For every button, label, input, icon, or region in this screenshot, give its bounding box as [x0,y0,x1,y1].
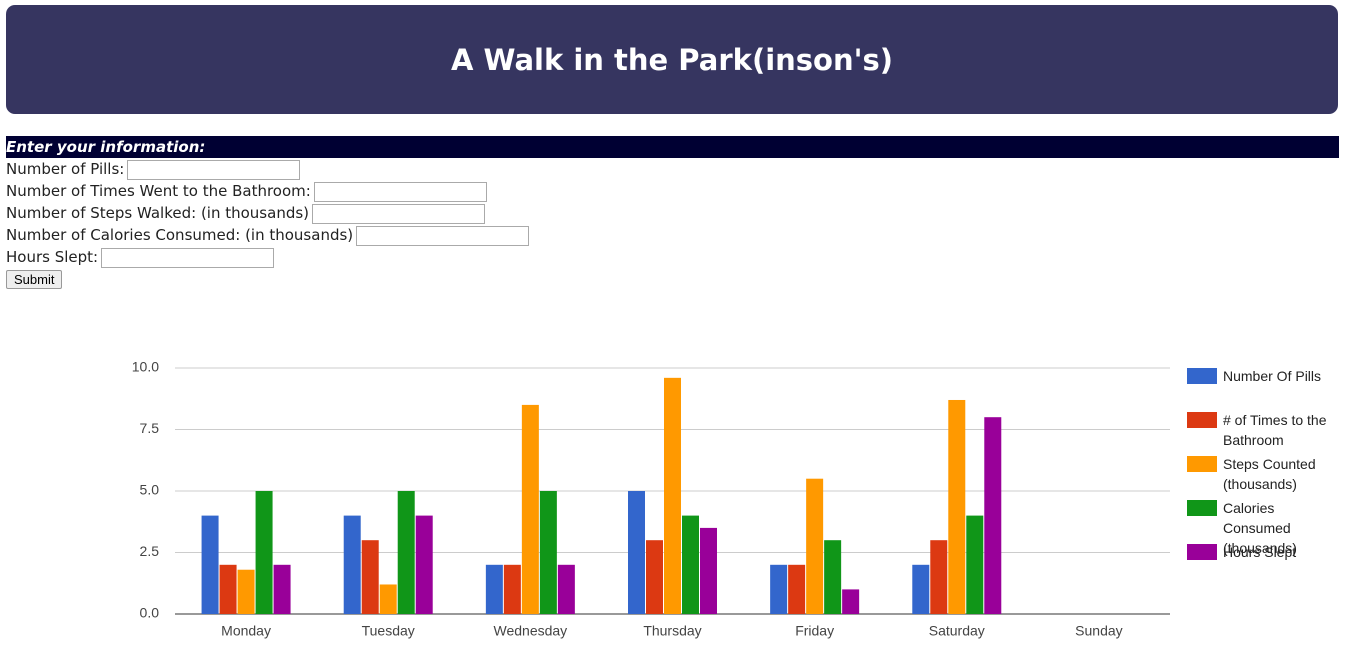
bar [700,527,717,614]
field-label: Number of Times Went to the Bathroom: [6,182,311,200]
bar [984,417,1002,614]
header-title: A Walk in the Park(inson's) [450,42,894,77]
header: A Walk in the Park(inson's) [6,5,1338,114]
x-tick-label: Thursday [643,623,701,639]
bar [521,404,539,614]
form-heading: Enter your information: [6,136,1339,158]
submit-button[interactable]: Submit [6,270,63,289]
bar [255,491,273,614]
field-label: Hours Slept: [6,248,99,266]
legend-label: Hours Slept [1223,544,1297,560]
bar [379,584,397,614]
bar [682,515,699,614]
x-tick-label: Sunday [1075,623,1122,639]
bar [930,540,948,614]
form-fields: Number of Pills: Number of Times Went to … [6,158,1339,268]
text-input[interactable] [313,181,487,202]
legend-swatch [1187,412,1217,428]
bar [912,564,930,614]
chart: 0.0 2.5 5.0 7.5 10.0 Monday Tuesday Wednesday Th… [132,359,1170,639]
legend-swatch [1187,544,1217,560]
x-tick-label: Friday [795,623,834,639]
legend-swatch [1187,368,1217,384]
form-row: Number of Times Went to the Bathroom: [6,180,1339,202]
form-row: Hours Slept: [6,246,1339,268]
x-tick-label: Monday [221,623,271,639]
x-tick-label: Wednesday [494,623,568,639]
form-row: Number of Steps Walked: (in thousands) [6,202,1339,224]
bar [842,589,860,614]
bar [770,564,788,614]
x-tick-label: Saturday [929,623,985,639]
bar [539,491,557,614]
bar [788,564,806,614]
y-tick-label: 0.0 [140,605,160,621]
bar [361,540,379,614]
x-tick-label: Tuesday [362,623,415,639]
bar [646,540,663,614]
form-row: Number of Calories Consumed: (in thousan… [6,224,1339,246]
y-tick-label: 2.5 [140,543,160,559]
bar [201,515,219,614]
bar [485,564,503,614]
text-input[interactable] [356,225,530,246]
bar [664,377,681,614]
form-row: Number of Pills: [6,158,1339,180]
field-label: Number of Pills: [6,160,125,178]
bar [966,515,984,614]
bar [824,540,842,614]
y-tick-label: 5.0 [140,482,160,498]
legend-swatch [1187,500,1217,516]
form: Enter your information: Number of Pills:… [6,136,1339,289]
bar [343,515,361,614]
field-label: Number of Calories Consumed: (in thousan… [6,226,354,244]
legend-label: Number Of Pills [1223,368,1322,384]
text-input[interactable] [312,203,486,224]
text-input[interactable] [127,159,301,180]
legend-label: Steps Counted (thousands) [1223,456,1316,492]
y-tick-label: 7.5 [140,420,160,436]
bar [415,515,433,614]
legend-label: # of Times to the Bathroom [1223,412,1327,448]
bar [237,569,255,614]
bar [219,564,237,614]
bar [557,564,575,614]
bar [806,478,824,614]
text-input[interactable] [101,247,275,268]
y-tick-label: 10.0 [132,359,159,375]
bar [503,564,521,614]
bar [397,491,415,614]
bar [948,399,966,614]
bar [628,491,645,614]
field-label: Number of Steps Walked: (in thousands) [6,204,310,222]
legend-swatch [1187,456,1217,472]
bar [273,564,291,614]
legend-label: Calories Consumed (thousands) [1223,500,1297,556]
